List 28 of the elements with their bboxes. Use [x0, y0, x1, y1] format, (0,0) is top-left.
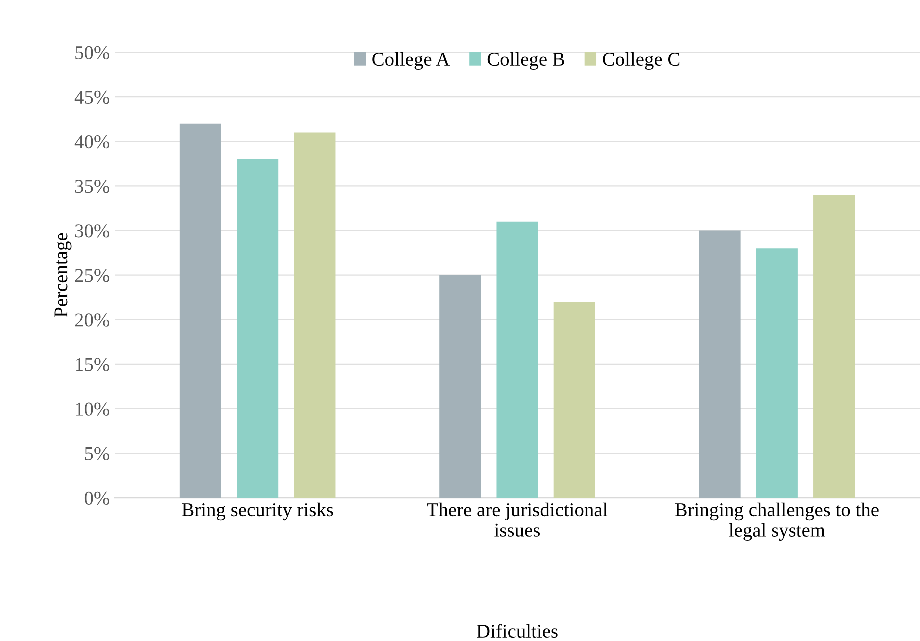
y-tick-label: 10% — [76, 402, 110, 416]
bar — [440, 275, 482, 498]
legend-label: College B — [488, 52, 564, 70]
y-tick-label: 25% — [75, 269, 110, 282]
y-tick-label: 35% — [75, 180, 110, 194]
bar — [814, 195, 856, 498]
x-tick-label: There are jurisdictional issues — [427, 502, 608, 537]
bar — [496, 222, 538, 498]
bar — [237, 159, 279, 498]
y-tick-label: 30% — [75, 224, 110, 238]
y-tick-label: 50% — [76, 46, 110, 60]
bar — [699, 230, 741, 498]
legend-label: College A — [372, 52, 450, 70]
y-tick-label: 5% — [85, 447, 110, 461]
x-tick-label: Bringing challenges to the legal system — [675, 502, 879, 541]
bar — [180, 124, 222, 498]
bar — [756, 248, 798, 498]
legend-label: College C — [603, 52, 680, 70]
y-tick-label: 20% — [75, 314, 110, 327]
y-tick-label: 40% — [74, 135, 110, 149]
y-axis-title: Percentage — [54, 233, 72, 318]
x-tick-label: Bring security risks — [182, 502, 334, 521]
y-tick-label: 15% — [76, 358, 110, 372]
bar — [554, 302, 596, 498]
y-tick-label: 0% — [84, 492, 110, 506]
x-axis-title: Dificulties — [477, 624, 558, 638]
y-tick-label: 45% — [74, 90, 110, 104]
bar — [294, 132, 336, 498]
